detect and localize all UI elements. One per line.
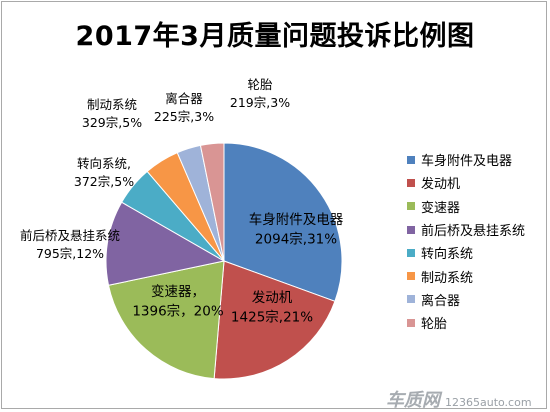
legend-swatch [407,202,415,211]
slice-label-2: 发动机 1425宗,21% [231,290,313,326]
pie-slice-4 [105,201,226,286]
slice-label-4: 前后桥及悬挂系统 795宗,12% [20,228,120,261]
legend-swatch [407,248,415,257]
legend-swatch [407,318,415,327]
legend-item-3: 变速器 [407,195,547,218]
legend-label: 轮胎 [421,317,448,333]
slice-label-7: 离合器 225宗,3% [154,91,214,124]
legend-item-2: 发动机 [407,171,547,194]
legend-label: 制动系统 [421,270,474,286]
legend-swatch [407,178,415,187]
watermark: 车质网 12365auto.com [386,386,532,412]
legend-swatch [407,225,415,234]
slice-label-3: 变速器， 1396宗，20% [132,284,224,320]
slice-label-5: 转向系统, 372宗,5% [74,156,134,189]
legend-swatch [407,272,415,281]
legend-item-6: 制动系统 [407,264,547,287]
slice-label-8: 轮胎 219宗,3% [230,77,290,110]
slice-label-6: 制动系统 329宗,5% [82,97,142,130]
legend-swatch [407,295,415,304]
pie-slice-1 [223,142,343,302]
legend: 车身附件及电器 发动机变速器前后桥及悬挂系统 转向系统制动系统离合器轮胎 [407,148,547,334]
watermark-url: 12365auto.com [445,396,532,409]
legend-swatch [407,155,415,164]
legend-item-1: 车身附件及电器 [407,148,547,171]
legend-item-7: 离合器 [407,288,547,311]
slice-label-1: 车身附件及电器 2094宗,31% [249,211,344,248]
pie-slice-2 [213,260,336,380]
legend-label: 变速器 [421,200,461,216]
legend-label: 离合器 [421,293,461,309]
legend-item-8: 轮胎 [407,311,547,334]
watermark-logo: 车质网 [386,390,440,411]
chart-title: 2017年3月质量问题投诉比例图 [75,21,475,52]
legend-label: 车身附件及电器 [421,154,513,170]
legend-label: 前后桥及悬挂系统 [421,224,526,240]
legend-item-5: 转向系统 [407,241,547,264]
pie-slice-8 [199,142,225,262]
legend-item-4: 前后桥及悬挂系统 [407,218,547,241]
legend-label: 发动机 [421,177,461,193]
legend-label: 转向系统 [421,247,474,263]
pie-slice-3 [107,260,225,380]
